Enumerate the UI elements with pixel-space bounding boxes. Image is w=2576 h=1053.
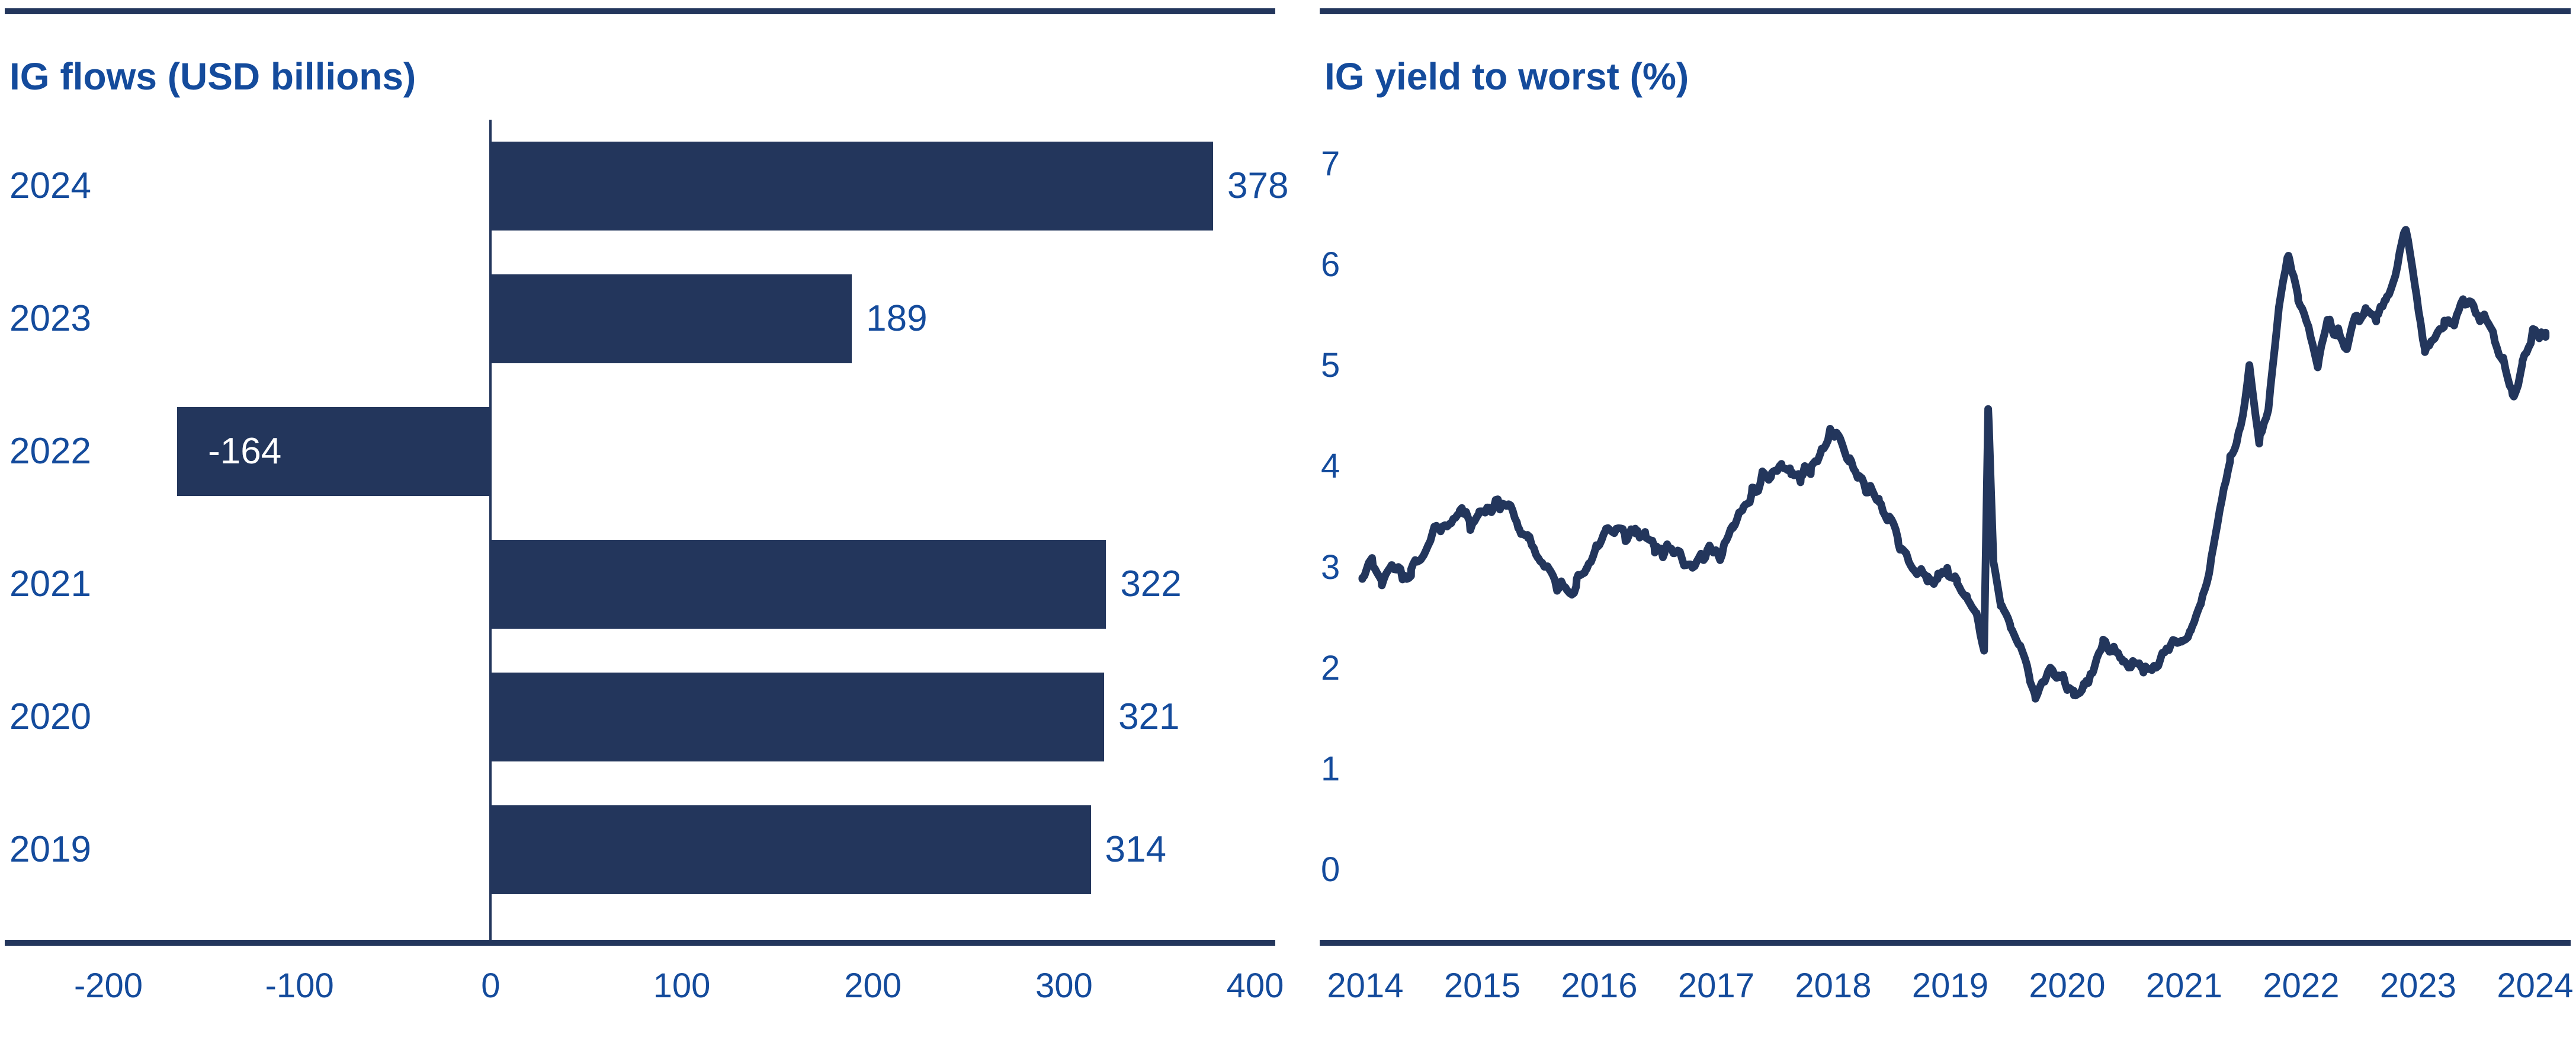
bar [490,673,1105,761]
x-tick-label: 300 [1035,966,1093,1005]
y-tick-label: 2 [1321,648,1340,687]
bar-row: 2019 314 [5,783,1275,916]
y-tick-label: 7 [1321,145,1340,184]
x-tick-label: 2014 [1327,966,1404,1005]
y-tick-label: 3 [1321,548,1340,587]
y-tick-label: 6 [1321,245,1340,284]
x-tick-label: -100 [265,966,334,1005]
x-tick-label: 2018 [1795,966,1872,1005]
x-tick-label: 100 [653,966,711,1005]
flows-chart-title: IG flows (USD billions) [9,55,416,98]
x-tick-label: 2023 [2379,966,2456,1005]
x-tick-label: -200 [73,966,143,1005]
x-tick-label: 2020 [2029,966,2106,1005]
x-tick-label: 2016 [1561,966,1638,1005]
x-tick-label: 200 [844,966,902,1005]
flows-x-axis-line [5,940,1275,946]
bar-row: 2022 -164 [5,385,1275,518]
y-tick-label: 5 [1321,346,1340,385]
x-tick-label: 0 [481,966,501,1005]
yield-line-chart [1358,226,2550,703]
bar-row: 2024 378 [5,120,1288,252]
panel-top-rule [1320,8,2571,14]
zero-baseline [489,120,492,940]
bar-value-label: 378 [1227,165,1289,206]
bar-category-label: 2020 [9,696,91,737]
bar-category-label: 2021 [9,564,91,604]
bar-value-label: 314 [1105,829,1166,870]
y-tick-label: 1 [1321,749,1340,788]
bar-plot-area: 2024 378 2023 189 2022 -164 2021 322 2020 321 2019… [5,120,1288,916]
bar [490,805,1091,894]
x-tick-label: 2021 [2145,966,2222,1005]
panel-top-rule [5,8,1275,14]
x-tick-label: 2019 [1911,966,1988,1005]
bar [490,540,1106,629]
y-tick-label: 0 [1321,850,1340,889]
bar-value-label: 322 [1120,564,1182,604]
y-tick-label: 4 [1321,447,1340,486]
bar-category-label: 2022 [9,431,91,472]
yield-chart-title: IG yield to worst (%) [1324,55,1689,98]
bar [490,274,852,363]
bar-category-label: 2023 [9,298,91,339]
flows-bar-chart-panel: IG flows (USD billions) 2024 378 2023 189 20… [5,0,1288,1053]
yield-x-axis-line [1320,940,2571,946]
bar-row: 2021 322 [5,518,1275,651]
bar-row: 2020 321 [5,651,1275,783]
bar [490,142,1213,231]
x-tick-label: 2017 [1677,966,1754,1005]
bar [177,407,491,496]
bar-value-label: 189 [866,298,928,339]
x-tick-label: 2024 [2497,966,2574,1005]
bar-category-label: 2024 [9,165,91,206]
yield-line-chart-panel: IG yield to worst (%) 7 6 5 4 3 2 1 0 2014 2015 2… [1320,0,2573,1053]
bar-value-label: 321 [1118,696,1180,737]
bar-category-label: 2019 [9,829,91,870]
bar-row: 2023 189 [5,252,1275,385]
x-tick-label: 400 [1226,966,1284,1005]
x-tick-label: 2022 [2263,966,2340,1005]
bar-value-label: -164 [208,431,282,472]
x-tick-label: 2015 [1443,966,1520,1005]
yield-line-series [1358,226,2550,703]
